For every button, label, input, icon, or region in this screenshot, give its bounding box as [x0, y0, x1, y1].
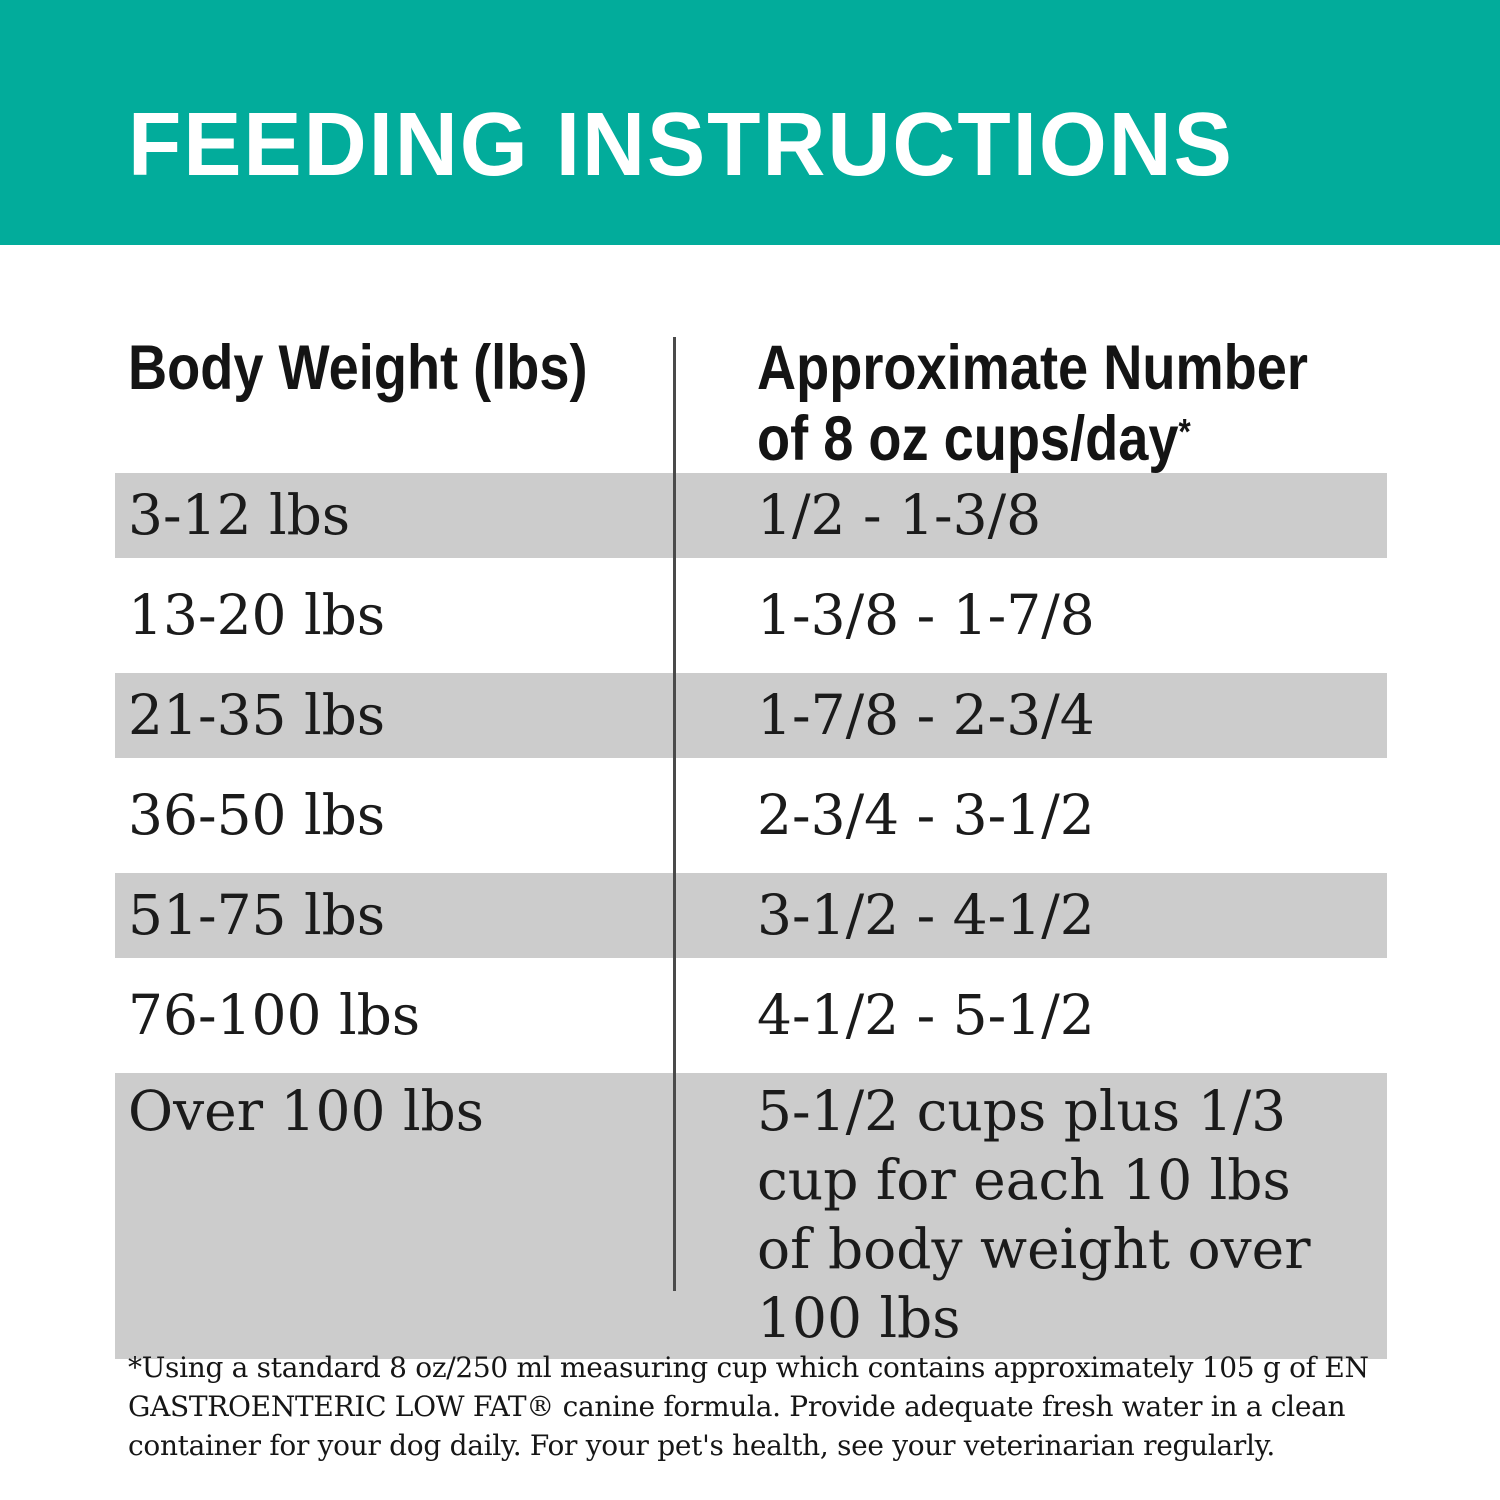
column-header-cups-line1: Approximate Number — [757, 333, 1308, 403]
body-weight-cell: 13-20 lbs — [128, 583, 386, 647]
column-header-body-weight: Body Weight (lbs) — [128, 333, 588, 403]
column-divider-line — [673, 337, 676, 1291]
body-weight-cell: 36-50 lbs — [128, 783, 386, 847]
body-weight-cell: 51-75 lbs — [128, 883, 386, 947]
table-row: 51-75 lbs 3-1/2 - 4-1/2 — [115, 873, 1387, 958]
cups-per-day-cell: 3-1/2 - 4-1/2 — [757, 883, 1095, 947]
page-title: FEEDING INSTRUCTIONS — [128, 95, 1234, 195]
cups-per-day-cell: 1-7/8 - 2-3/4 — [757, 683, 1095, 747]
column-header-cups-per-day: Approximate Number of 8 oz cups/day* — [757, 336, 1308, 471]
body-weight-cell: 3-12 lbs — [128, 483, 351, 547]
table-row: 36-50 lbs 2-3/4 - 3-1/2 — [115, 758, 1387, 873]
cups-per-day-cell: 1/2 - 1-3/8 — [757, 483, 1042, 547]
cups-per-day-cell: 4-1/2 - 5-1/2 — [757, 983, 1095, 1047]
table-row: Over 100 lbs 5-1/2 cups plus 1/3 cup for… — [115, 1073, 1387, 1359]
column-header-cups-line2: of 8 oz cups/day — [757, 404, 1179, 474]
feeding-table: 3-12 lbs 1/2 - 1-3/8 13-20 lbs 1-3/8 - 1… — [115, 473, 1387, 1359]
title-band: FEEDING INSTRUCTIONS — [0, 0, 1500, 245]
footnote: *Using a standard 8 oz/250 ml measuring … — [128, 1351, 1369, 1462]
body-weight-cell: Over 100 lbs — [128, 1079, 484, 1143]
body-weight-cell: 76-100 lbs — [128, 983, 421, 1047]
table-row: 76-100 lbs 4-1/2 - 5-1/2 — [115, 958, 1387, 1073]
table-row: 21-35 lbs 1-7/8 - 2-3/4 — [115, 673, 1387, 758]
cups-per-day-cell: 2-3/4 - 3-1/2 — [757, 783, 1095, 847]
cups-per-day-cell: 5-1/2 cups plus 1/3 cup for each 10 lbs … — [757, 1079, 1311, 1350]
body-weight-cell: 21-35 lbs — [128, 683, 386, 747]
cups-per-day-cell: 1-3/8 - 1-7/8 — [757, 583, 1095, 647]
table-row: 3-12 lbs 1/2 - 1-3/8 — [115, 473, 1387, 558]
footnote-marker: * — [1178, 411, 1191, 452]
table-row: 13-20 lbs 1-3/8 - 1-7/8 — [115, 558, 1387, 673]
